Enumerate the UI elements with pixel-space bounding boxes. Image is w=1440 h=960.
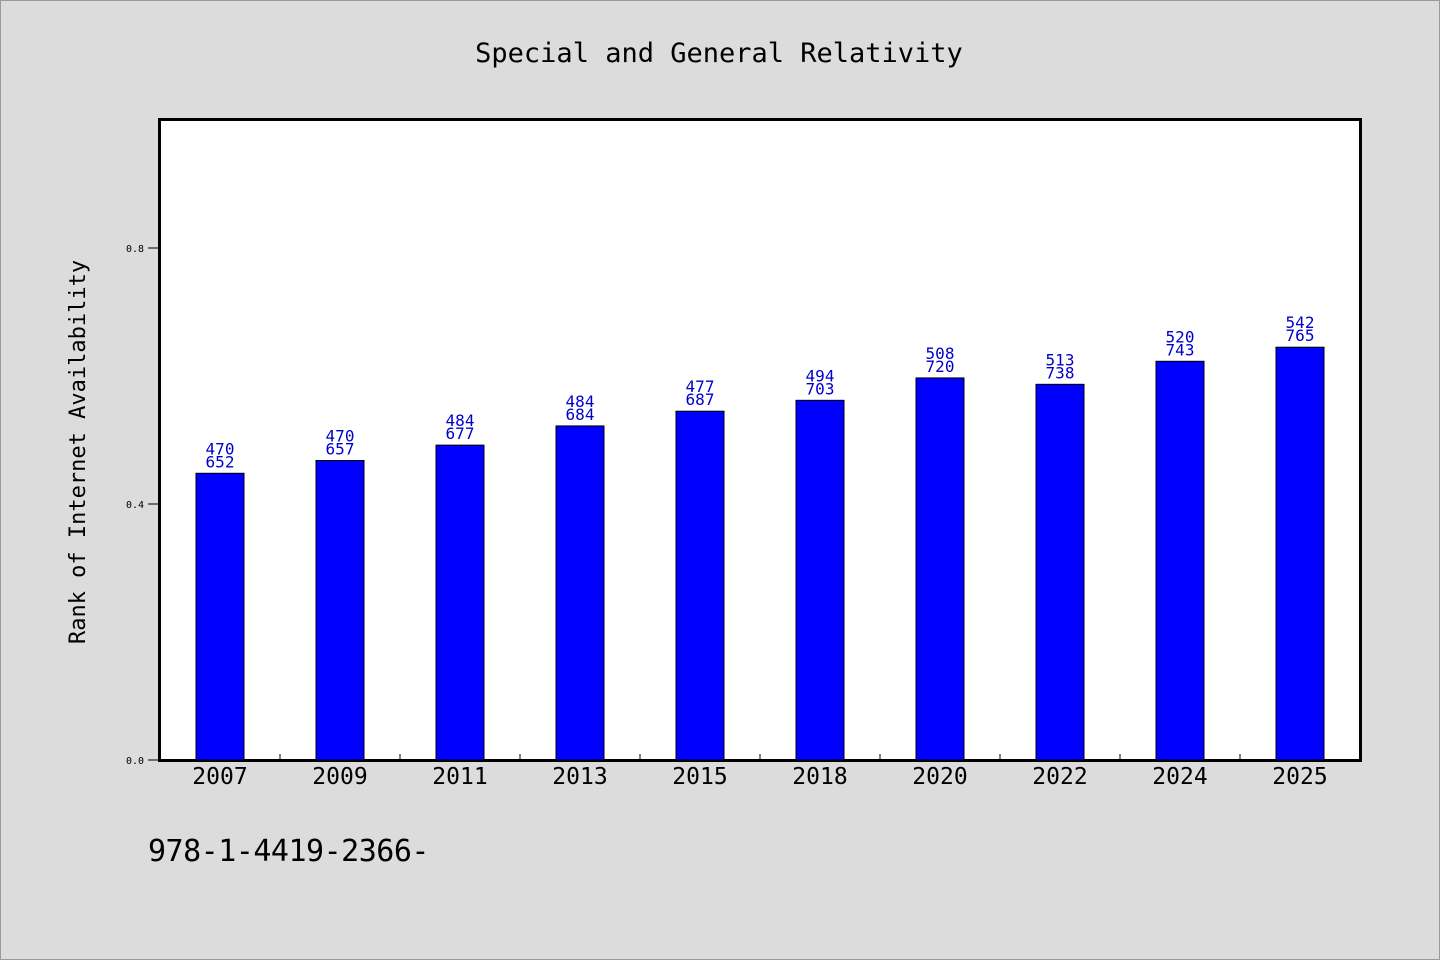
bar bbox=[915, 377, 965, 761]
bar-label-top: 508 bbox=[926, 344, 955, 363]
y-axis-label: Rank of Internet Availability bbox=[66, 260, 91, 644]
bar-label-bottom: 652 bbox=[206, 452, 235, 471]
y-tick-label: 0.0 bbox=[126, 756, 144, 767]
bar bbox=[1035, 383, 1085, 761]
bar-label-bottom: 677 bbox=[446, 424, 475, 443]
x-tick-label: 2020 bbox=[912, 764, 967, 790]
bar bbox=[1275, 346, 1325, 761]
bar bbox=[315, 459, 365, 761]
bar bbox=[795, 399, 845, 761]
x-tick-label: 2022 bbox=[1032, 764, 1087, 790]
bar bbox=[195, 472, 245, 761]
y-tick-label: 0.4 bbox=[126, 500, 144, 511]
bar-label-top: 484 bbox=[446, 411, 475, 430]
bar bbox=[1155, 360, 1205, 761]
x-tick-label: 2013 bbox=[552, 764, 607, 790]
bar-label-bottom: 657 bbox=[326, 439, 355, 458]
bar-label-bottom: 765 bbox=[1286, 326, 1315, 345]
bar bbox=[555, 425, 605, 761]
y-tick-label: 0.8 bbox=[126, 244, 144, 255]
bar-label-bottom: 687 bbox=[686, 390, 715, 409]
chart-title: Special and General Relativity bbox=[475, 38, 963, 69]
x-tick-label: 2025 bbox=[1272, 764, 1327, 790]
bar-label-bottom: 684 bbox=[566, 405, 595, 424]
x-tick-label: 2024 bbox=[1152, 764, 1207, 790]
x-tick-label: 2018 bbox=[792, 764, 847, 790]
bar-label-top: 484 bbox=[566, 392, 595, 411]
bar-label-top: 470 bbox=[206, 439, 235, 458]
bar-label-top: 470 bbox=[326, 426, 355, 445]
bar bbox=[675, 410, 725, 761]
x-tick-label: 2015 bbox=[672, 764, 727, 790]
isbn-text: 978-1-4419-2366- bbox=[148, 834, 429, 869]
bar-label-bottom: 703 bbox=[806, 379, 835, 398]
bar-label-top: 542 bbox=[1286, 313, 1315, 332]
bar-label-top: 477 bbox=[686, 377, 715, 396]
x-tick-label: 2007 bbox=[192, 764, 247, 790]
x-tick-label: 2009 bbox=[312, 764, 367, 790]
bar-label-top: 494 bbox=[806, 366, 835, 385]
bar-label-top: 513 bbox=[1046, 350, 1075, 369]
bar-label-bottom: 743 bbox=[1166, 340, 1195, 359]
bar-label-bottom: 720 bbox=[926, 357, 955, 376]
bar-label-bottom: 738 bbox=[1046, 363, 1075, 382]
bar-label-top: 520 bbox=[1166, 327, 1195, 346]
bar bbox=[435, 444, 485, 761]
chart-marks: 0.00.40.84706522007470657200948467720114… bbox=[126, 244, 1328, 790]
x-tick-label: 2011 bbox=[432, 764, 487, 790]
